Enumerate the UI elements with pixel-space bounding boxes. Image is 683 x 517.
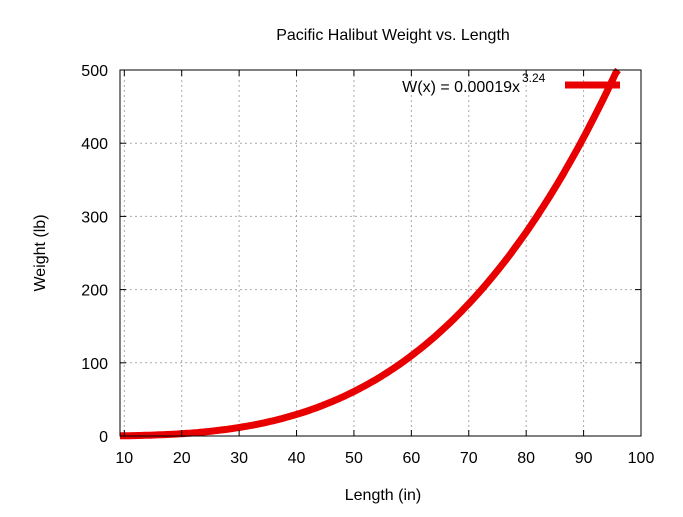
x-axis-label: Length (in) [345,487,422,504]
x-tick-label: 50 [345,450,363,467]
x-tick-label: 100 [628,450,655,467]
x-tick-label: 90 [575,450,593,467]
x-tick-label: 80 [517,450,535,467]
y-tick-label: 0 [99,429,108,446]
ticks: 10 20 30 40 50 60 70 80 90 100 0 100 200 300 400 500 [81,63,654,467]
y-tick-label: 100 [81,356,108,373]
chart-title: Pacific Halibut Weight vs. Length [276,27,510,44]
x-tick-label: 60 [402,450,420,467]
x-tick-label: 70 [460,450,478,467]
legend-label: W(x) = 0.00019x [402,79,520,96]
y-axis-label: Weight (lb) [32,214,49,291]
y-tick-label: 500 [81,63,108,80]
series-line [119,67,621,440]
legend-label-exponent: 3.24 [522,71,546,85]
y-tick-label: 400 [81,136,108,153]
plot-frame [119,69,642,437]
x-tick-label: 30 [230,450,248,467]
y-tick-label: 200 [81,283,108,300]
x-tick-label: 10 [115,450,133,467]
grid [120,70,641,436]
y-tick-label: 300 [81,209,108,226]
x-tick-label: 40 [288,450,306,467]
x-tick-label: 20 [173,450,191,467]
legend: W(x) = 0.00019x 3.24 [402,71,620,96]
series-curve [119,67,621,440]
